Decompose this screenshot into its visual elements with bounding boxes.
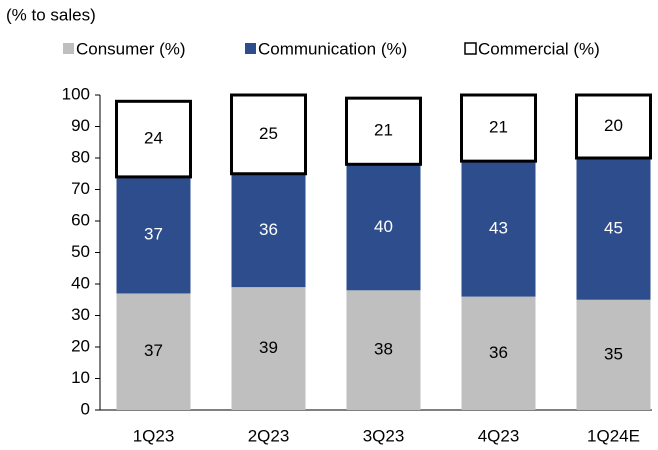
y-tick-label: 0: [81, 399, 90, 418]
data-label: 38: [374, 340, 393, 359]
y-tick-label: 60: [71, 210, 90, 229]
data-label: 37: [144, 341, 163, 360]
bar-segment: [345, 96, 422, 166]
y-tick-label: 10: [71, 368, 90, 387]
x-tick-label: 1Q23: [133, 426, 175, 445]
bar-segment: [115, 99, 192, 179]
data-label: 21: [374, 121, 393, 140]
bar-segment: [461, 296, 536, 410]
data-label: 24: [144, 129, 163, 148]
x-tick-label: 4Q23: [478, 426, 520, 445]
data-label: 25: [259, 124, 278, 143]
y-tick-label: 20: [71, 336, 90, 355]
data-label: 21: [489, 118, 508, 137]
x-tick-label: 2Q23: [248, 426, 290, 445]
data-label: 35: [604, 344, 623, 363]
data-label: 45: [604, 218, 623, 237]
x-tick-label: 1Q24E: [587, 426, 640, 445]
bar-segment: [575, 93, 652, 160]
data-label: 36: [259, 220, 278, 239]
bar-segment: [346, 164, 421, 291]
y-axis-label: (% to sales): [6, 5, 96, 24]
y-tick-label: 70: [71, 179, 90, 198]
legend-marker: [63, 43, 74, 54]
bar-segment: [231, 287, 306, 410]
y-tick-label: 90: [71, 116, 90, 135]
legend-marker: [464, 42, 477, 55]
bar-segment: [230, 93, 307, 176]
legend-label: Communication (%): [258, 39, 407, 58]
data-label: 20: [604, 116, 623, 135]
y-tick-label: 80: [71, 147, 90, 166]
y-tick-label: 40: [71, 273, 90, 292]
legend-label: Consumer (%): [76, 39, 186, 58]
bar-segment: [346, 290, 421, 410]
y-tick-label: 50: [71, 242, 90, 261]
legend-marker: [245, 43, 256, 54]
bar-segment: [460, 93, 537, 163]
data-label: 40: [374, 217, 393, 236]
y-tick-label: 100: [62, 84, 90, 103]
bar-segment: [116, 293, 191, 410]
x-tick-label: 3Q23: [363, 426, 405, 445]
y-tick-label: 30: [71, 305, 90, 324]
legend-label: Commercial (%): [478, 39, 600, 58]
data-label: 36: [489, 343, 508, 362]
bar-segment: [461, 161, 536, 297]
bar-segment: [576, 158, 651, 300]
data-label: 43: [489, 218, 508, 237]
bar-segment: [231, 173, 306, 288]
bar-segment: [576, 299, 651, 410]
data-label: 37: [144, 225, 163, 244]
bar-segment: [116, 176, 191, 294]
data-label: 39: [259, 338, 278, 357]
